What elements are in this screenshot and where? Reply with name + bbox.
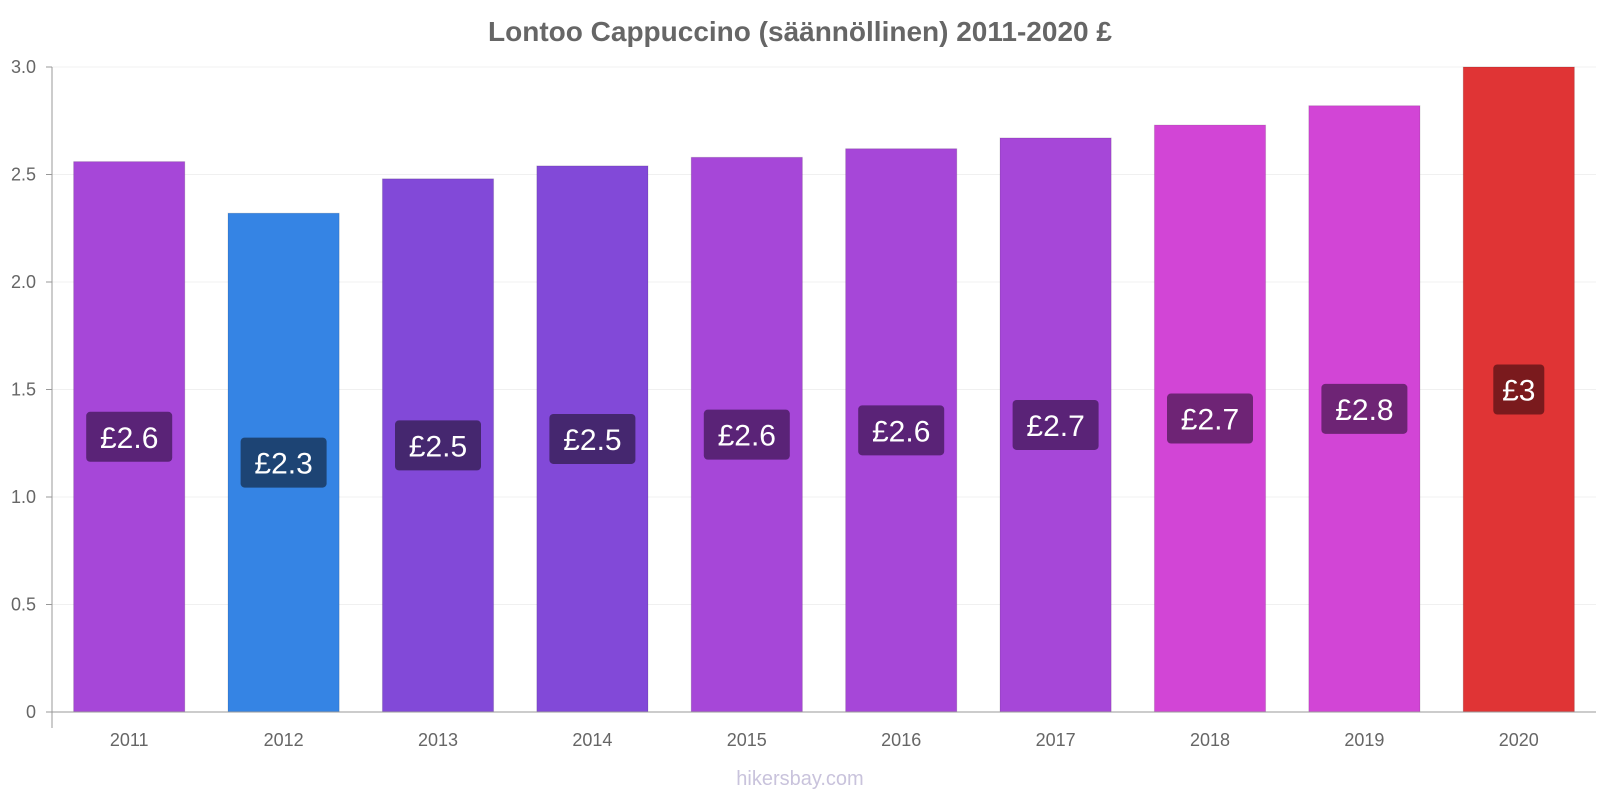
value-label-box — [1493, 364, 1545, 415]
x-tick-label: 2011 — [110, 730, 149, 750]
value-label-box — [86, 411, 173, 462]
value-label-box — [240, 437, 327, 488]
y-tick-label: 1.0 — [11, 487, 36, 507]
y-tick-label: 2.5 — [11, 165, 36, 185]
value-label: £2.7 — [1181, 404, 1239, 437]
y-tick-labels: 0 0.5 1.0 1.5 2.0 2.5 3.0 — [11, 57, 36, 722]
value-label-box — [1321, 383, 1408, 434]
value-label-box — [858, 405, 945, 456]
x-tick-label: 2015 — [727, 730, 767, 750]
value-label-box — [395, 420, 481, 471]
value-label: £2.8 — [1335, 394, 1393, 427]
watermark: hikersbay.com — [736, 768, 864, 790]
value-label: £2.7 — [1026, 410, 1084, 443]
x-tick-label: 2016 — [881, 730, 921, 750]
y-tick-label: 0.5 — [11, 595, 36, 615]
value-label-box — [549, 413, 636, 464]
value-label: £2.5 — [563, 424, 621, 457]
chart-title: Lontoo Cappuccino (säännöllinen) 2011-20… — [488, 16, 1112, 47]
axes — [46, 66, 1596, 728]
value-label-box — [1167, 393, 1253, 444]
x-tick-label: 2019 — [1344, 730, 1384, 750]
x-tick-label: 2017 — [1036, 730, 1076, 750]
value-label-box — [703, 409, 790, 460]
y-tick-label: 3.0 — [11, 57, 36, 77]
y-tick-label: 0 — [26, 702, 36, 722]
value-label: £2.3 — [254, 448, 312, 481]
value-label: £2.6 — [100, 422, 158, 455]
value-label: £3 — [1502, 375, 1535, 408]
x-tick-label: 2014 — [572, 730, 612, 750]
bar-value-labels: £2.6 £2.3 £2.5 £2.5 £2.6 £2.6 £2.7 £2.7 £2.8 £3 — [86, 364, 1545, 488]
value-label: £2.6 — [872, 415, 930, 448]
x-tick-labels: 2011 2012 2013 2014 2015 2016 2017 2018 2019 2020 — [110, 730, 1539, 750]
x-tick-label: 2018 — [1190, 730, 1230, 750]
value-label-box — [1012, 399, 1099, 450]
y-tick-label: 1.5 — [11, 380, 36, 400]
x-tick-label: 2020 — [1499, 730, 1539, 750]
y-tick-label: 2.0 — [11, 272, 36, 292]
x-tick-label: 2012 — [264, 730, 304, 750]
value-label: £2.5 — [409, 430, 467, 463]
x-tick-label: 2013 — [418, 730, 458, 750]
value-label: £2.6 — [718, 420, 776, 453]
